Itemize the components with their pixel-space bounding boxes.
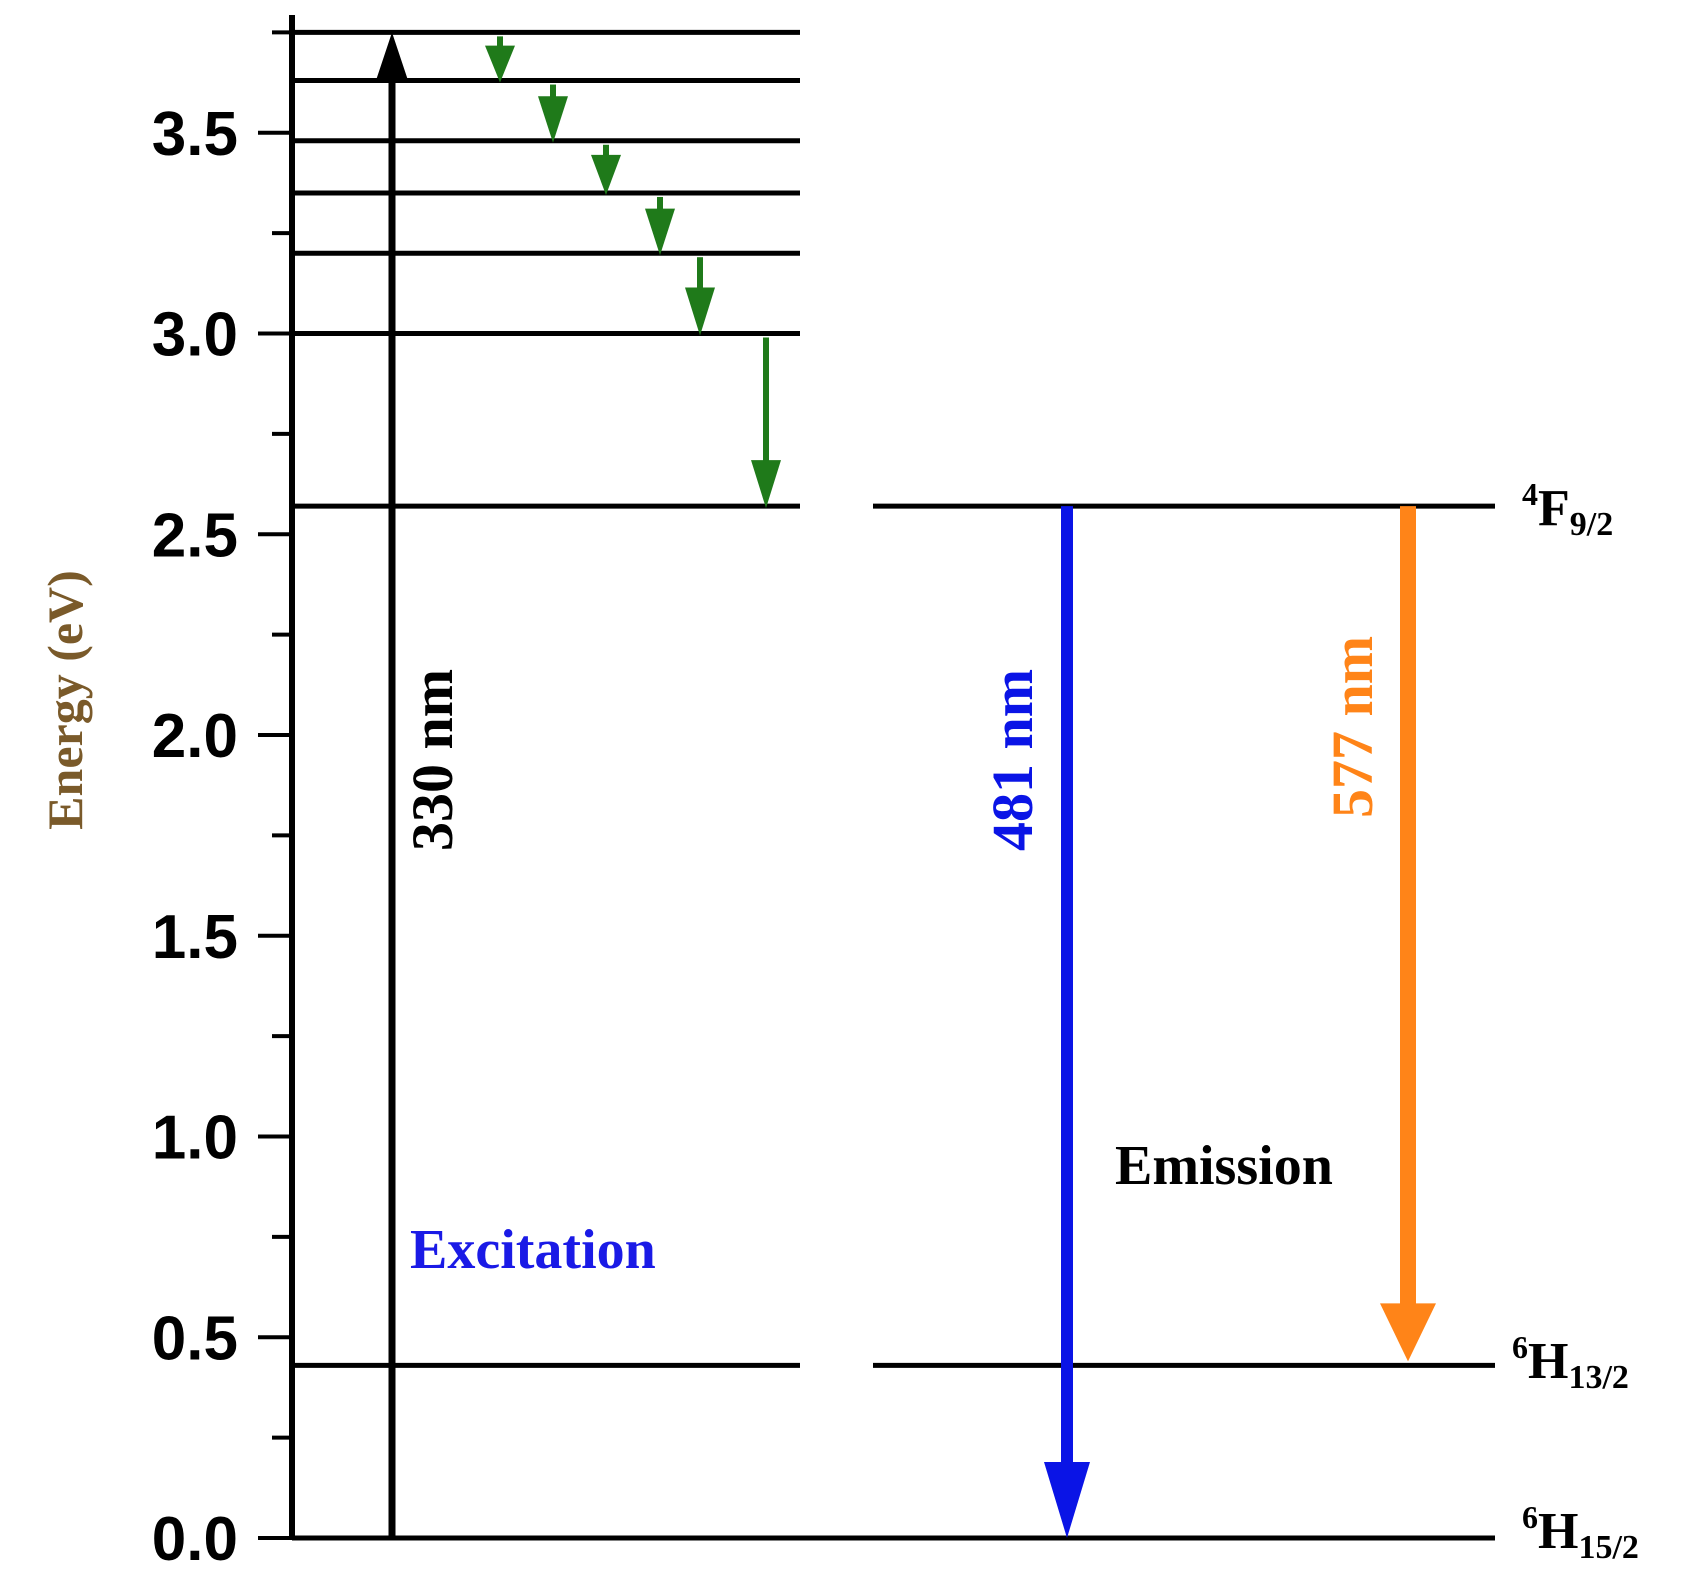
state-label-4f92-sup: 4 [1522,476,1538,512]
blue-emission-arrowhead [1044,1462,1090,1538]
excitation-wavelength-label: 330 nm [400,669,465,851]
tick-label: 3.0 [152,301,238,370]
orange-emission-wavelength-label: 577 nm [1320,636,1385,818]
relaxation-arrowhead [591,154,621,195]
state-label-4f92: 4F9/2 [1522,476,1613,543]
excitation-caption: Excitation [410,1219,656,1281]
nonradiative-relaxation-arrows [485,36,781,509]
relaxation-arrowhead [645,208,675,256]
energy-levels [292,29,1495,1541]
relaxation-arrowhead [751,460,781,509]
excitation-transition: 330 nm [376,32,465,1538]
state-label-6h152-sub: 15/2 [1578,1529,1638,1566]
tick-label: 2.0 [152,702,238,771]
state-label-6h132-main: H [1528,1333,1568,1390]
blue-emission-transition: 481 nm [980,506,1090,1538]
y-axis-title: Energy (eV) [37,570,93,830]
tick-label: 0.0 [152,1505,238,1574]
state-label-6h152-sup: 6 [1522,1499,1538,1535]
state-label-6h152: 6H15/2 [1522,1499,1639,1566]
relaxation-arrowhead [685,287,715,336]
tick-label: 1.5 [152,903,238,972]
orange-emission-arrowhead [1380,1303,1436,1362]
state-label-4f92-sub: 9/2 [1570,506,1613,543]
y-axis-ticks: 0.0 0.5 1.0 1.5 2.0 2.5 3.0 3.5 [152,30,292,1574]
state-label-4f92-main: F [1538,480,1570,537]
state-label-6h132-sub: 13/2 [1568,1359,1628,1396]
state-label-6h152-main: H [1538,1503,1578,1560]
state-label-6h132: 6H13/2 [1512,1329,1629,1396]
y-axis: 0.0 0.5 1.0 1.5 2.0 2.5 3.0 3.5 Energy (eV) [37,15,295,1574]
tick-label: 2.5 [152,501,238,570]
tick-label: 0.5 [152,1304,238,1373]
state-label-6h132-sup: 6 [1512,1329,1528,1365]
tick-label: 3.5 [152,100,238,169]
relaxation-arrowhead [485,45,515,83]
blue-emission-wavelength-label: 481 nm [980,669,1045,851]
orange-emission-transition: 577 nm [1320,506,1436,1362]
excitation-arrowhead [376,32,408,81]
relaxation-arrowhead [538,96,568,143]
tick-label: 1.0 [152,1104,238,1173]
emission-caption: Emission [1115,1135,1333,1197]
